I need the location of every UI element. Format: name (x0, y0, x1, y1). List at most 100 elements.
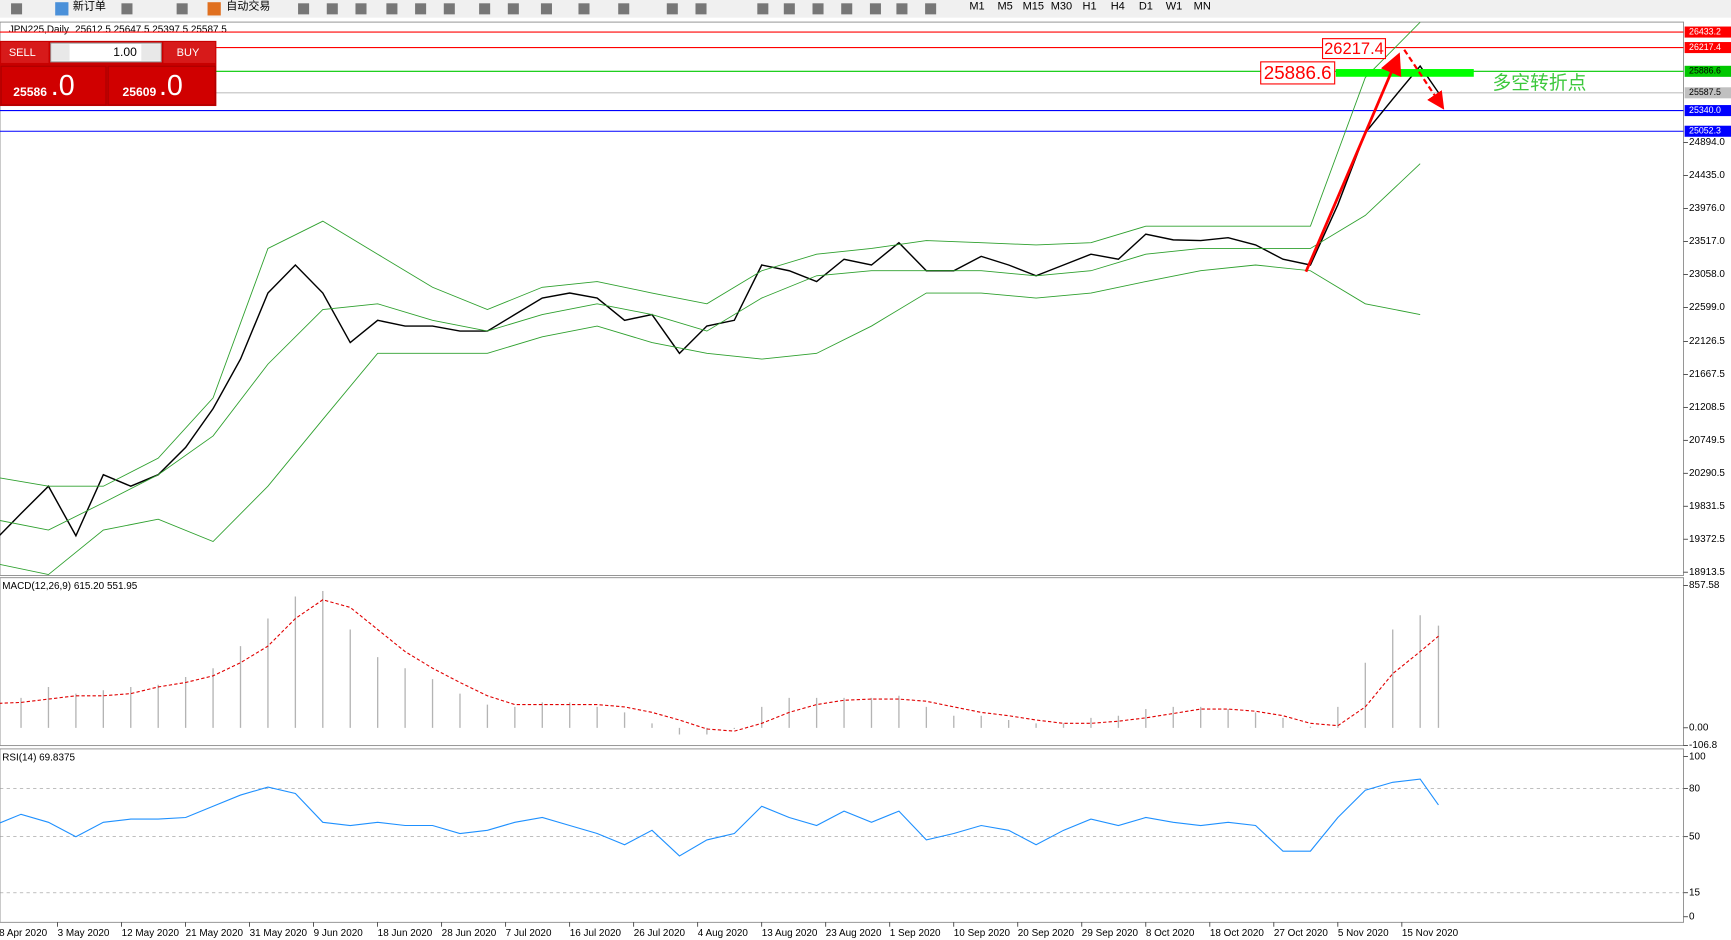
new-order-icon[interactable] (55, 2, 69, 16)
y-tick-label: 80 (1689, 783, 1701, 794)
x-tick-label: 28 Apr 2020 (0, 928, 48, 939)
sell-button[interactable] (1, 41, 49, 63)
timeframe-button[interactable]: D1 (1139, 1, 1153, 13)
tool-icon[interactable] (757, 3, 769, 15)
y-tick-label: 0.00 (1689, 722, 1709, 733)
callout-pivot: 25886.6 (1264, 62, 1332, 83)
tool-icon[interactable] (666, 3, 678, 15)
timeframe-button[interactable]: H1 (1083, 1, 1097, 13)
series-line (0, 22, 1421, 487)
lot-down[interactable] (51, 44, 70, 61)
y-tick-label: 23517.0 (1689, 236, 1725, 247)
series-line (0, 264, 1421, 576)
sell-price[interactable]: 25586 (13, 85, 47, 99)
tool-icon[interactable] (355, 3, 367, 15)
sell-price-pips[interactable]: .0 (51, 70, 75, 102)
tool-icon[interactable] (11, 3, 23, 15)
sell-label[interactable]: SELL (9, 47, 36, 59)
y-tick-label: 100 (1689, 751, 1706, 762)
timeframe-button[interactable]: W1 (1166, 1, 1183, 13)
trend-arrow-up (1304, 52, 1402, 273)
tool-icon[interactable] (783, 3, 795, 15)
price-level-tag (1684, 87, 1731, 99)
x-tick-label: 21 May 2020 (186, 928, 244, 939)
buy-price[interactable]: 25609 (123, 85, 157, 99)
plot-layer (0, 22, 1684, 894)
x-tick-label: 12 May 2020 (122, 928, 180, 939)
buy-price-box[interactable] (107, 65, 216, 106)
auto-trade-button[interactable]: 自动交易 (226, 0, 270, 13)
y-tick-label: 19372.5 (1689, 534, 1725, 545)
y-tick-label: 23976.0 (1689, 203, 1725, 214)
sell-price-box[interactable] (0, 65, 107, 106)
tool-icon[interactable] (618, 3, 630, 15)
buy-button[interactable] (163, 41, 216, 63)
x-tick-label: 3 May 2020 (58, 928, 110, 939)
buy-label[interactable]: BUY (177, 47, 200, 59)
lot-value[interactable]: 1.00 (113, 45, 137, 59)
tool-icon[interactable] (869, 3, 881, 15)
tool-icon[interactable] (298, 3, 310, 15)
y-tick-label: 0 (1689, 911, 1695, 922)
series-line (0, 778, 1439, 857)
x-tick-label: 8 Oct 2020 (1146, 928, 1195, 939)
tool-icon[interactable] (479, 3, 491, 15)
tool-icon[interactable] (812, 3, 824, 15)
tool-icon[interactable] (578, 3, 590, 15)
y-tick-label: 20749.5 (1689, 435, 1725, 446)
y-tick-label: 857.58 (1689, 580, 1720, 591)
tool-icon[interactable] (121, 3, 133, 15)
price-level-label: 25886.6 (1689, 66, 1721, 76)
x-tick-label: 16 Jul 2020 (570, 928, 622, 939)
tool-icon[interactable] (507, 3, 519, 15)
price-level-tag (1684, 42, 1731, 54)
tool-icon[interactable] (176, 3, 188, 15)
buy-price-pips[interactable]: .0 (159, 70, 183, 102)
macd-panel (0, 577, 1684, 747)
tool-icon[interactable] (925, 3, 937, 15)
x-tick-label: 28 Jun 2020 (442, 928, 497, 939)
series-line (0, 163, 1421, 531)
price-level-tag (1684, 65, 1731, 77)
trend-arrow-down (1403, 49, 1445, 110)
tool-icon[interactable] (896, 3, 908, 15)
y-tick-label: 24435.0 (1689, 170, 1725, 181)
tool-icon[interactable] (386, 3, 398, 15)
turning-point-bar (1335, 69, 1474, 77)
timeframe-button[interactable]: M15 (1023, 1, 1044, 13)
rsi-panel (0, 748, 1684, 923)
price-level-tag (1684, 125, 1731, 137)
timeframe-button[interactable]: M30 (1051, 1, 1072, 13)
price-level-tag (1684, 26, 1731, 38)
x-tick-label: 20 Sep 2020 (1018, 928, 1075, 939)
y-tick-label: -106.8 (1689, 740, 1718, 751)
tool-icon[interactable] (443, 3, 455, 15)
timeframe-button[interactable]: M5 (997, 1, 1012, 13)
y-tick-label: 50 (1689, 831, 1701, 842)
x-tick-label: 27 Oct 2020 (1274, 928, 1329, 939)
y-tick-label: 15 (1689, 887, 1701, 898)
toolbar-icons (11, 3, 937, 15)
timeframe-button[interactable]: MN (1194, 1, 1211, 13)
x-tick-label: 5 Nov 2020 (1338, 928, 1389, 939)
new-order-button[interactable]: 新订单 (73, 0, 106, 13)
y-tick-label: 20290.5 (1689, 468, 1725, 479)
timeframe-button[interactable]: M1 (969, 1, 984, 13)
tool-icon[interactable] (326, 3, 338, 15)
price-level-label: 26433.2 (1689, 26, 1721, 36)
lot-up[interactable] (141, 44, 161, 61)
annotation-note: 多空转折点 (1493, 72, 1587, 93)
tool-icon[interactable] (695, 3, 707, 15)
timeframe-button[interactable]: H4 (1111, 1, 1125, 13)
callout-box (1260, 61, 1336, 85)
axis-label-layer: 18913.5 19372.5 19831.5 20290.5 20749.5 21208… (0, 26, 1731, 939)
tool-icon[interactable] (540, 3, 552, 15)
lot-input[interactable] (50, 42, 162, 63)
tool-icon[interactable] (415, 3, 427, 15)
x-tick-label: 13 Aug 2020 (762, 928, 818, 939)
tool-icon[interactable] (841, 3, 853, 15)
auto-trade-icon[interactable] (207, 2, 221, 16)
x-tick-label: 15 Nov 2020 (1402, 928, 1459, 939)
